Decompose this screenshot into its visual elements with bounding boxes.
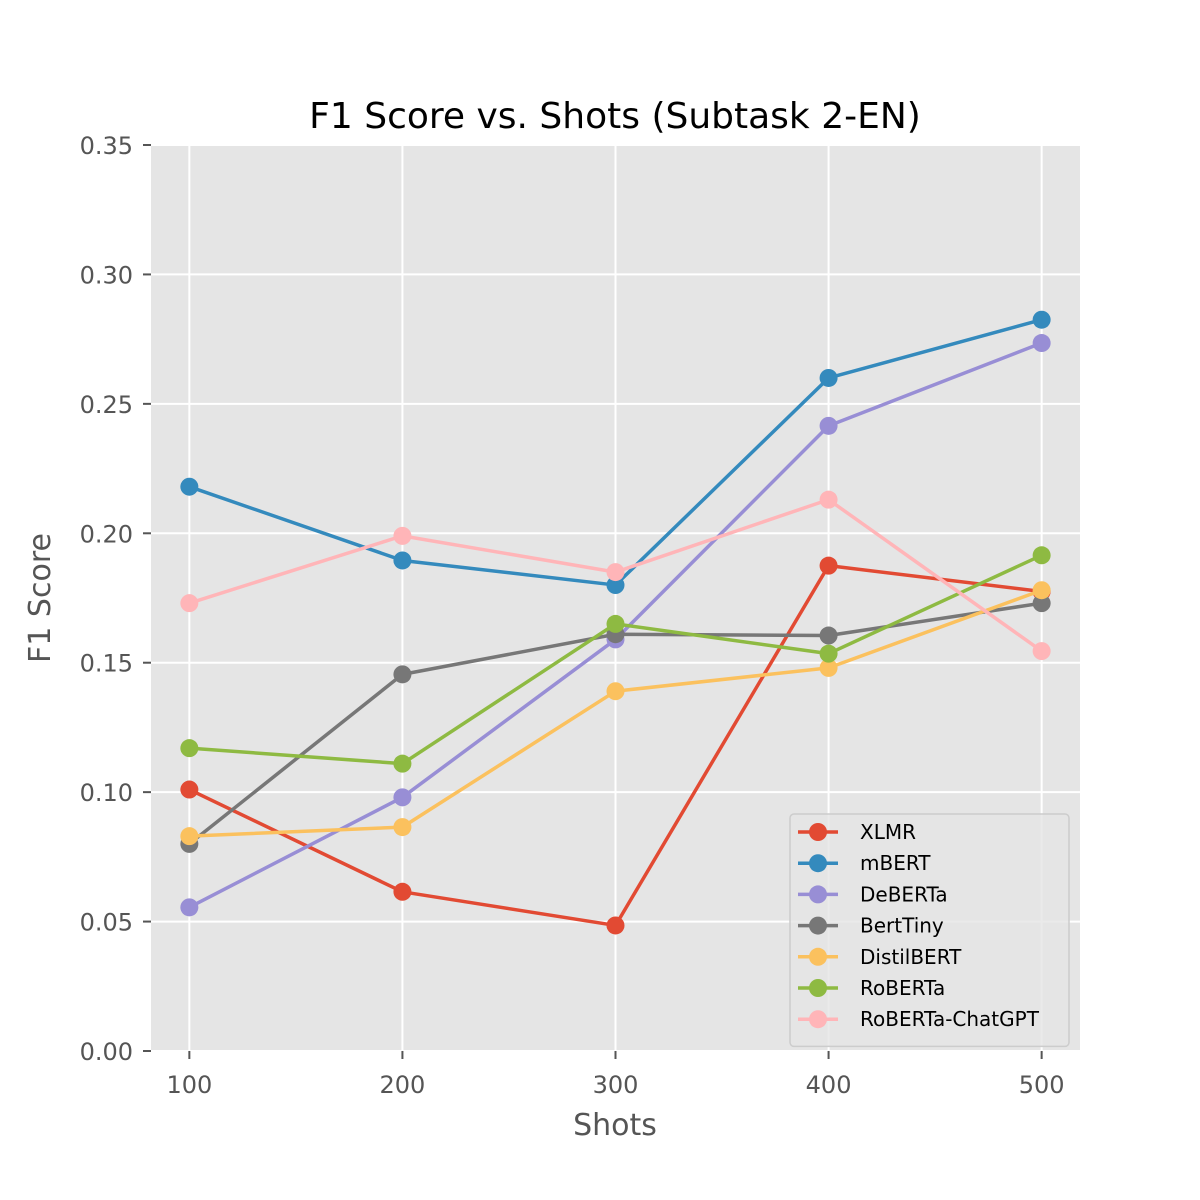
data-point — [180, 827, 199, 846]
legend-item: DistilBERT — [798, 945, 962, 969]
legend-item: RoBERTa-ChatGPT — [798, 1007, 1040, 1031]
data-point — [393, 665, 412, 684]
y-tick-label: 0.05 — [80, 909, 133, 937]
legend-item: BertTiny — [798, 914, 944, 938]
y-tick-label: 0.20 — [80, 520, 133, 548]
data-point — [180, 898, 199, 917]
series-distilbert — [180, 581, 1051, 846]
legend: XLMR mBERT DeBERTa BertTiny DistilBERT RoBERT… — [789, 813, 1070, 1048]
data-point — [819, 658, 838, 677]
data-point — [393, 526, 412, 545]
x-tick-label: 200 — [380, 1071, 426, 1099]
legend-marker — [809, 823, 827, 841]
data-point — [606, 682, 625, 701]
data-point — [393, 551, 412, 570]
series-roberta-chatgpt — [180, 490, 1051, 661]
data-point — [819, 416, 838, 435]
chart-title: F1 Score vs. Shots (Subtask 2-EN) — [309, 96, 921, 137]
data-point — [819, 490, 838, 509]
series-mbert — [180, 310, 1051, 595]
data-point — [1032, 581, 1051, 600]
data-point — [606, 916, 625, 935]
legend-marker — [809, 979, 827, 997]
data-point — [1032, 594, 1051, 613]
data-point — [393, 818, 412, 837]
data-point — [819, 368, 838, 387]
y-tick-label: 0.35 — [80, 132, 133, 160]
x-tick-label: 300 — [593, 1071, 639, 1099]
legend-marker — [809, 947, 827, 966]
ticks: 0.00 0.05 0.10 0.15 0.20 0.25 0.30 0.35 100 200 30… — [80, 132, 1065, 1099]
data-point — [180, 594, 199, 613]
data-point — [606, 614, 625, 633]
series-group — [180, 310, 1051, 935]
data-point — [606, 563, 625, 582]
data-point — [819, 556, 838, 575]
legend-label: RoBERTa-ChatGPT — [860, 1007, 1040, 1031]
legend-frame — [789, 813, 1070, 1048]
legend-label: DistilBERT — [860, 945, 962, 969]
x-tick-label: 100 — [166, 1071, 212, 1099]
data-point — [393, 788, 412, 807]
legend-label: BertTiny — [860, 914, 944, 938]
x-tick-label: 500 — [1019, 1071, 1065, 1099]
y-tick-label: 0.10 — [80, 779, 133, 807]
legend-item: RoBERTa — [798, 976, 945, 1000]
legend-marker — [809, 854, 827, 873]
y-tick-label: 0.00 — [80, 1038, 133, 1066]
data-point — [1032, 310, 1051, 329]
data-point — [819, 644, 838, 663]
data-point — [1032, 546, 1051, 565]
legend-marker — [809, 885, 827, 904]
data-point — [1032, 334, 1051, 353]
data-point — [393, 882, 412, 901]
x-axis-label: Shots — [573, 1108, 657, 1143]
y-tick-label: 0.25 — [80, 391, 133, 419]
data-point — [180, 477, 199, 496]
y-tick-label: 0.30 — [80, 261, 133, 289]
data-point — [1032, 642, 1051, 661]
data-point — [180, 780, 199, 799]
x-tick-label: 400 — [806, 1071, 852, 1099]
legend-marker — [809, 1010, 827, 1029]
legend-marker — [809, 916, 827, 935]
data-point — [819, 626, 838, 645]
legend-label: XLMR — [860, 820, 916, 844]
data-point — [180, 739, 199, 758]
legend-label: mBERT — [860, 851, 931, 875]
legend-label: RoBERTa — [860, 976, 945, 1000]
data-point — [393, 754, 412, 773]
series-roberta — [180, 546, 1051, 773]
legend-item: XLMR — [798, 820, 916, 844]
legend-item: DeBERTa — [798, 882, 948, 906]
legend-item: mBERT — [798, 851, 931, 875]
legend-label: DeBERTa — [860, 882, 948, 906]
y-axis-label: F1 Score — [23, 533, 58, 663]
y-tick-label: 0.15 — [80, 650, 133, 678]
data-point — [606, 576, 625, 595]
